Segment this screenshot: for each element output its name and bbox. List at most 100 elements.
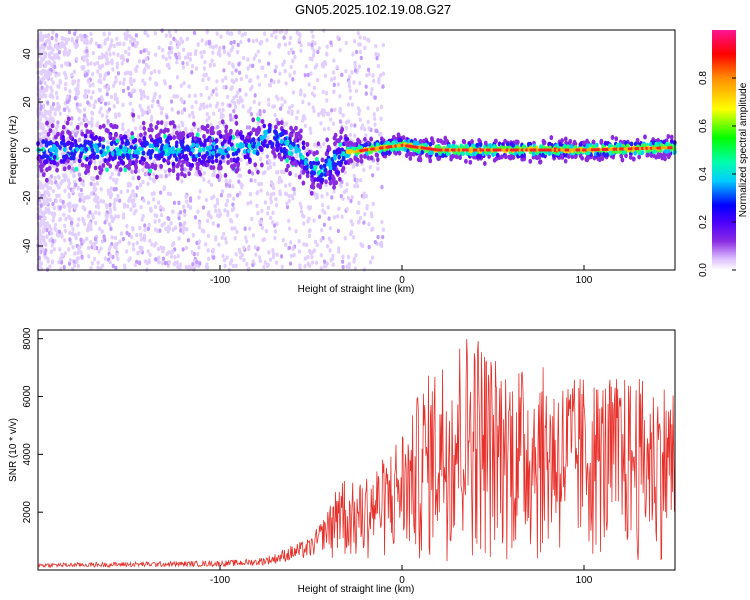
noise-cell <box>57 229 62 234</box>
noise-cell <box>369 211 373 216</box>
noise-cell <box>119 55 123 60</box>
noise-cell <box>320 228 324 233</box>
noise-cell <box>233 104 238 110</box>
noise-cell <box>49 62 53 67</box>
noise-cell <box>126 128 131 134</box>
noise-cell <box>90 110 94 115</box>
noise-cell <box>371 73 375 78</box>
noise-cell <box>59 198 63 203</box>
noise-cell <box>228 113 233 118</box>
noise-cell <box>75 35 79 41</box>
noise-cell <box>106 36 110 41</box>
noise-cell <box>364 133 368 138</box>
noise-cell <box>49 45 53 50</box>
noise-cell <box>57 259 61 265</box>
noise-cell <box>78 33 82 39</box>
noise-cell <box>68 89 72 94</box>
noise-cell <box>258 255 262 260</box>
noise-cell <box>278 71 282 77</box>
noise-cell <box>205 118 209 123</box>
spectrum-cell <box>222 134 226 140</box>
noise-cell <box>202 170 206 176</box>
noise-cell <box>87 89 91 94</box>
noise-cell <box>143 110 147 115</box>
noise-cell <box>338 47 342 53</box>
noise-cell <box>238 250 242 255</box>
noise-cell <box>180 109 184 115</box>
spectrum-cell <box>454 144 458 150</box>
noise-cell <box>198 261 202 266</box>
noise-cell <box>48 197 52 203</box>
noise-cell <box>211 172 215 178</box>
spectrum-cell <box>643 134 647 140</box>
noise-cell <box>76 250 80 255</box>
noise-cell <box>312 108 316 114</box>
noise-cell <box>303 150 307 155</box>
noise-cell <box>224 202 228 208</box>
noise-cell <box>358 215 363 221</box>
noise-cell <box>326 205 330 210</box>
noise-cell <box>369 91 373 96</box>
noise-cell <box>218 120 222 126</box>
noise-cell <box>224 240 228 245</box>
noise-cell <box>175 39 180 45</box>
noise-cell <box>288 73 292 78</box>
spectrum-cell <box>324 179 328 185</box>
noise-cell <box>269 78 274 83</box>
noise-cell <box>73 31 77 36</box>
noise-cell <box>302 214 306 219</box>
noise-cell <box>38 46 42 51</box>
noise-cell <box>82 107 87 112</box>
noise-cell <box>58 217 62 223</box>
noise-cell <box>159 110 164 116</box>
noise-cell <box>335 214 340 219</box>
noise-cell <box>181 47 186 53</box>
spectrum-cell <box>418 138 423 144</box>
noise-cell <box>347 261 351 267</box>
noise-cell <box>53 175 57 181</box>
noise-cell <box>253 245 257 250</box>
noise-cell <box>121 215 126 220</box>
noise-cell <box>307 216 311 221</box>
noise-cell <box>262 109 266 114</box>
noise-cell <box>290 193 294 199</box>
noise-cell <box>289 47 294 53</box>
noise-cell <box>366 119 370 125</box>
noise-cell <box>39 142 43 148</box>
noise-cell <box>177 51 181 57</box>
noise-cell <box>67 261 72 266</box>
noise-cell <box>161 54 165 59</box>
noise-cell <box>50 35 54 41</box>
noise-cell <box>306 254 310 260</box>
noise-cell <box>100 55 104 60</box>
spectrum-cell <box>309 164 314 170</box>
spectrum-cell <box>148 154 153 160</box>
noise-cell <box>215 92 219 97</box>
noise-cell <box>237 179 241 184</box>
noise-cell <box>224 182 229 187</box>
noise-cell <box>131 175 135 181</box>
noise-cell <box>278 189 282 194</box>
noise-cell <box>287 245 291 251</box>
noise-cell <box>257 181 261 187</box>
spectrum-cell <box>629 141 634 147</box>
noise-cell <box>193 215 198 220</box>
noise-cell <box>108 194 113 200</box>
noise-cell <box>113 235 118 241</box>
noise-cell <box>170 254 174 259</box>
noise-cell <box>104 203 108 208</box>
spectrum-cell <box>149 123 153 128</box>
noise-cell <box>347 80 351 85</box>
noise-cell <box>187 93 191 99</box>
noise-cell <box>221 78 225 83</box>
noise-cell <box>268 83 273 88</box>
noise-cell <box>205 85 209 91</box>
noise-cell <box>57 55 61 61</box>
noise-cell <box>283 99 287 105</box>
noise-cell <box>139 49 143 55</box>
noise-cell <box>107 101 111 106</box>
noise-cell <box>362 220 366 225</box>
noise-cell <box>249 78 253 83</box>
noise-cell <box>302 242 306 247</box>
noise-cell <box>112 201 116 207</box>
